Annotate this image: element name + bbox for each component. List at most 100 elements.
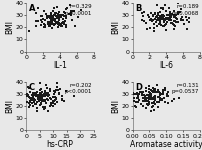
Point (160, 15, 163, 18)
Point (148, 93, 151, 95)
Point (54, 97, 58, 99)
Point (28, 100, 32, 103)
Point (146, 97, 149, 99)
Point (49, 12, 53, 14)
Point (52, 96, 55, 98)
Point (159, 92, 162, 94)
Point (49, 104, 53, 106)
Point (178, 11, 182, 13)
Point (43, 106, 47, 108)
Point (148, 16, 151, 18)
Point (58, 18, 61, 21)
Point (27, 95, 31, 98)
Point (162, 24, 165, 27)
Point (143, 95, 146, 97)
Point (52, 100, 55, 103)
Point (64, 15, 67, 17)
Point (55, 15, 58, 17)
Point (40, 15, 43, 17)
Point (161, 18, 164, 21)
Point (51, 15, 54, 17)
Point (54, 18, 57, 21)
Point (49, 14, 53, 17)
Point (57, 14, 61, 16)
Point (56, 89, 59, 91)
Point (60, 99, 64, 101)
Text: r=0.189
p=0.0068: r=0.189 p=0.0068 (171, 4, 199, 16)
Point (165, 21, 168, 23)
Point (161, 16, 164, 18)
Point (51, 15, 54, 18)
Point (44, 92, 47, 94)
Point (168, 15, 172, 17)
Point (169, 22, 173, 24)
Point (162, 97, 166, 100)
Point (160, 97, 163, 100)
Point (159, 17, 162, 20)
Point (57, 21, 60, 23)
Point (57, 26, 60, 28)
Point (163, 19, 166, 21)
Point (150, 89, 153, 91)
Point (40, 96, 43, 98)
Point (57, 23, 60, 25)
Point (150, 105, 153, 108)
Point (36, 93, 39, 96)
Point (46, 92, 49, 94)
Point (46, 99, 49, 101)
Point (134, 101, 137, 103)
Point (153, 88, 156, 90)
Point (146, 94, 149, 96)
Point (34, 11, 38, 14)
Point (149, 110, 153, 112)
Point (46, 21, 49, 23)
Point (164, 28, 167, 31)
Point (57, 21, 61, 24)
Point (169, 14, 173, 17)
Point (149, 18, 153, 20)
Point (147, 98, 150, 101)
Point (155, 91, 158, 93)
Point (49, 21, 52, 24)
Point (32, 99, 35, 102)
Point (184, 16, 187, 18)
Point (149, 12, 153, 14)
Point (35, 90, 38, 93)
Point (29, 99, 32, 101)
Point (150, 96, 154, 99)
Point (179, 19, 183, 21)
Point (137, 93, 140, 95)
Point (144, 95, 147, 98)
Point (140, 12, 143, 15)
Point (150, 20, 154, 22)
Point (79, 9, 82, 11)
Point (59, 88, 62, 90)
Point (53, 18, 56, 21)
Point (37, 95, 40, 97)
Point (54, 21, 57, 24)
Point (55, 15, 58, 18)
Point (172, 15, 175, 18)
Point (62, 21, 66, 23)
Point (174, 25, 177, 27)
Point (58, 11, 61, 14)
Point (31, 95, 34, 98)
Point (48, 90, 52, 92)
Text: C: C (29, 83, 35, 92)
Point (147, 97, 151, 100)
Point (35, 94, 38, 96)
Point (153, 18, 156, 21)
Point (43, 98, 46, 101)
Point (70, 19, 73, 21)
Point (44, 26, 47, 28)
Point (156, 19, 159, 22)
Point (57, 93, 60, 96)
Point (162, 93, 165, 95)
Point (162, 8, 165, 11)
Point (56, 21, 59, 24)
Point (29, 96, 32, 99)
Point (37, 96, 40, 98)
Point (69, 12, 73, 15)
Point (37, 94, 41, 96)
Point (168, 17, 172, 19)
